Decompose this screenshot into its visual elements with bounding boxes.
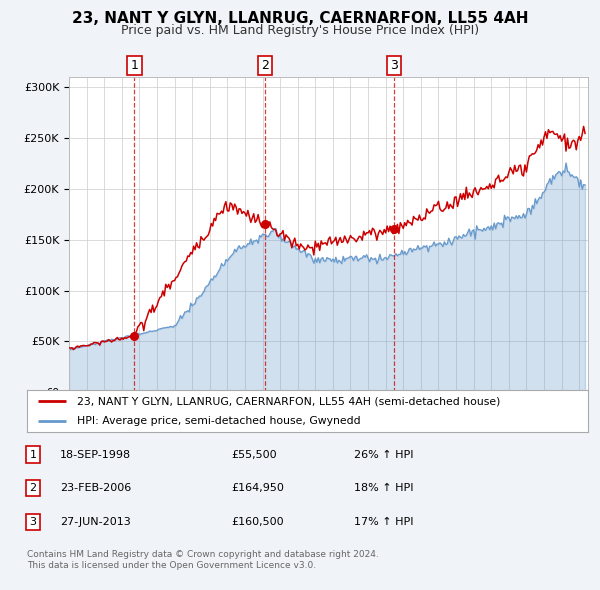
Text: 23-FEB-2006: 23-FEB-2006 — [60, 483, 131, 493]
Text: 1: 1 — [29, 450, 37, 460]
Text: HPI: Average price, semi-detached house, Gwynedd: HPI: Average price, semi-detached house,… — [77, 415, 361, 425]
Text: This data is licensed under the Open Government Licence v3.0.: This data is licensed under the Open Gov… — [27, 560, 316, 569]
Text: 18% ↑ HPI: 18% ↑ HPI — [354, 483, 413, 493]
Text: 2: 2 — [261, 59, 269, 72]
Text: 18-SEP-1998: 18-SEP-1998 — [60, 450, 131, 460]
Text: 27-JUN-2013: 27-JUN-2013 — [60, 517, 131, 527]
Text: 3: 3 — [391, 59, 398, 72]
Text: 23, NANT Y GLYN, LLANRUG, CAERNARFON, LL55 4AH: 23, NANT Y GLYN, LLANRUG, CAERNARFON, LL… — [72, 11, 528, 25]
Text: 23, NANT Y GLYN, LLANRUG, CAERNARFON, LL55 4AH (semi-detached house): 23, NANT Y GLYN, LLANRUG, CAERNARFON, LL… — [77, 396, 501, 406]
Text: Contains HM Land Registry data © Crown copyright and database right 2024.: Contains HM Land Registry data © Crown c… — [27, 550, 379, 559]
Text: 26% ↑ HPI: 26% ↑ HPI — [354, 450, 413, 460]
Text: 3: 3 — [29, 517, 37, 527]
Text: 17% ↑ HPI: 17% ↑ HPI — [354, 517, 413, 527]
Text: £55,500: £55,500 — [231, 450, 277, 460]
Text: £160,500: £160,500 — [231, 517, 284, 527]
Text: £164,950: £164,950 — [231, 483, 284, 493]
Text: 1: 1 — [131, 59, 139, 72]
Text: Price paid vs. HM Land Registry's House Price Index (HPI): Price paid vs. HM Land Registry's House … — [121, 24, 479, 37]
Text: 2: 2 — [29, 483, 37, 493]
